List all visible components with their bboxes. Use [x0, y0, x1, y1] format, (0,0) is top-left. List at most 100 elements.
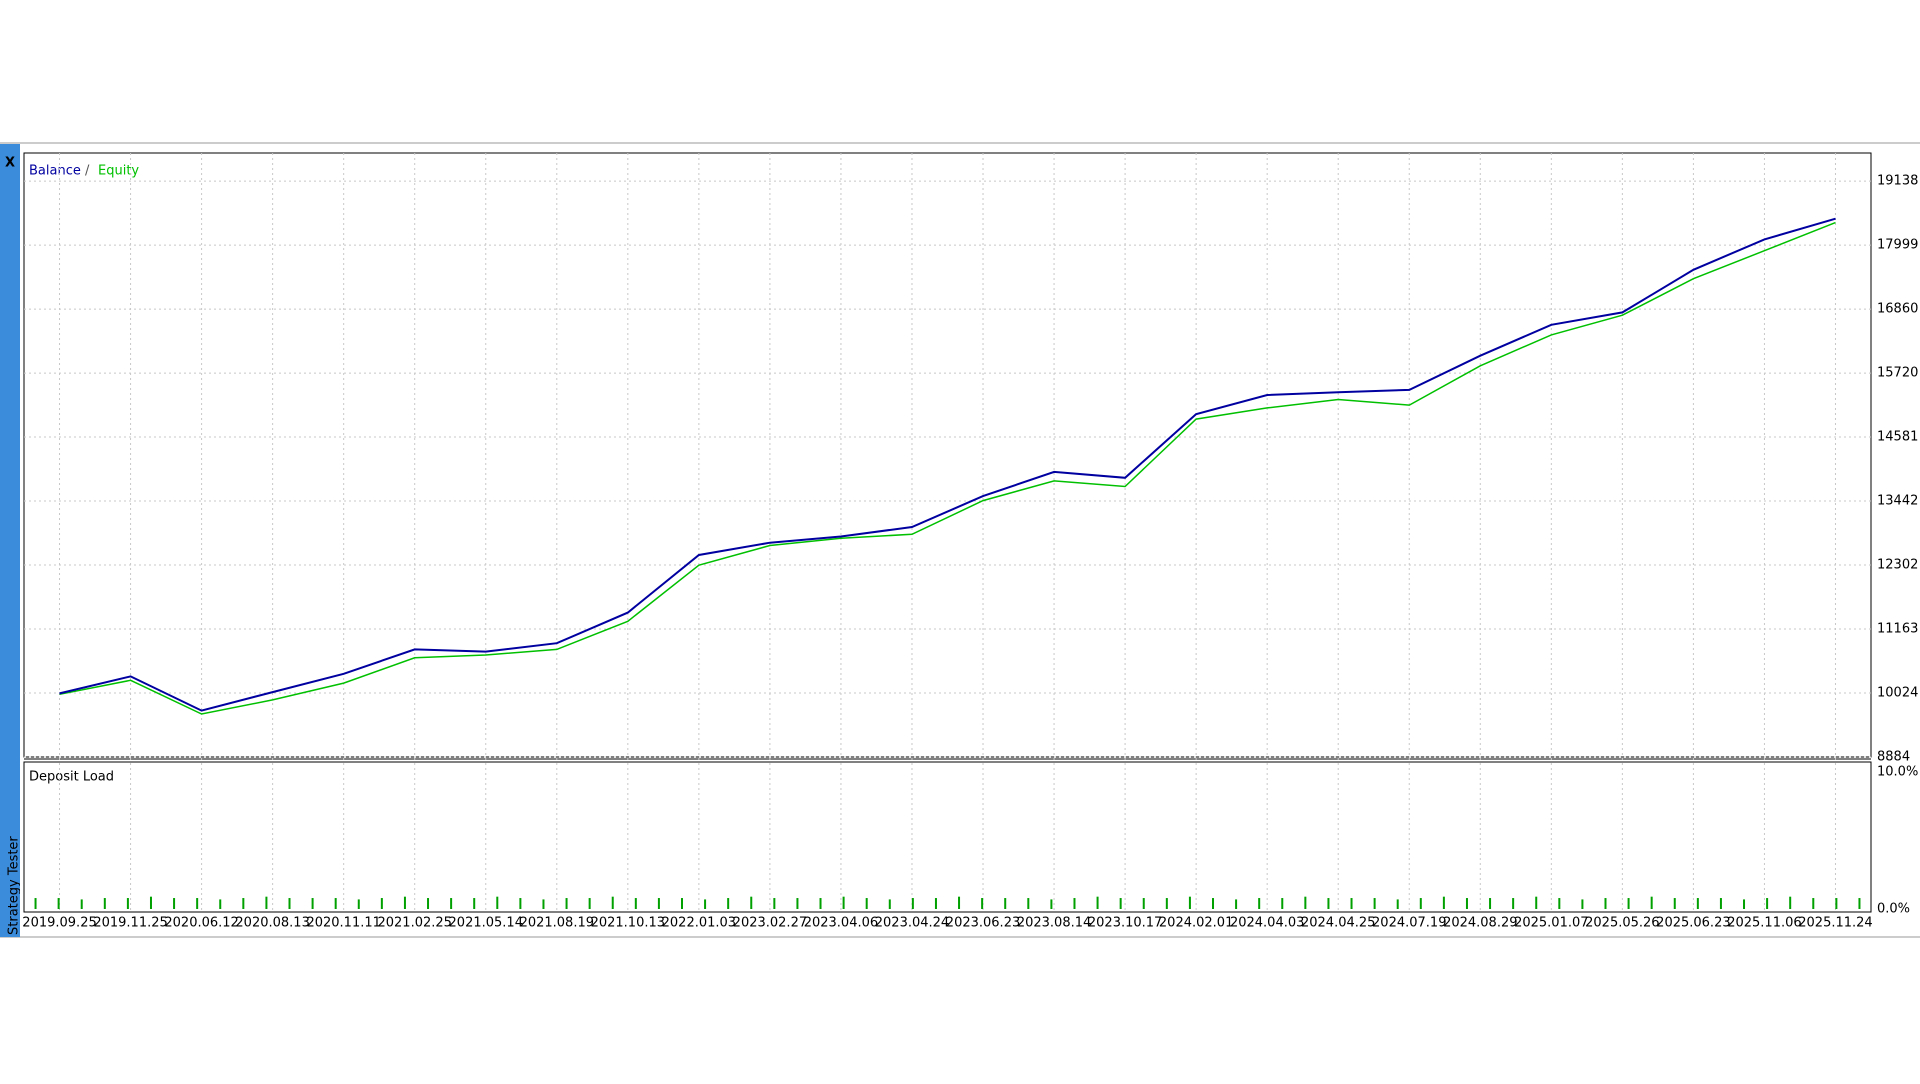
- load-panel: [23, 761, 1872, 913]
- bar: [1304, 896, 1307, 909]
- bar: [1696, 898, 1699, 909]
- bar: [1396, 899, 1399, 909]
- bar: [103, 898, 106, 909]
- x-tick-label: 2024.04.25: [1301, 916, 1375, 931]
- bar: [542, 899, 545, 909]
- y-tick-label: 16860: [1877, 302, 1918, 317]
- bar: [1627, 898, 1630, 909]
- x-tick-label: 2025.11.24: [1798, 916, 1872, 931]
- x-tick-label: 2023.10.17: [1088, 916, 1162, 931]
- bar: [958, 896, 961, 909]
- bar: [334, 898, 337, 909]
- bar: [1350, 898, 1353, 909]
- x-tick-label: 2021.02.25: [377, 916, 451, 931]
- bar: [496, 896, 499, 909]
- bar: [1419, 898, 1422, 909]
- bar: [1073, 898, 1076, 909]
- x-tick-label: 2024.07.19: [1372, 916, 1446, 931]
- x-tick-label: 2023.06.23: [946, 916, 1020, 931]
- bar: [842, 896, 845, 909]
- bar: [1858, 898, 1861, 909]
- legend-equity: Equity: [98, 164, 139, 179]
- side-tab-label[interactable]: Strategy Tester: [7, 836, 22, 935]
- bar: [219, 899, 222, 909]
- bar: [1719, 898, 1722, 909]
- bar: [1373, 898, 1376, 909]
- y-tick-label: 8884: [1877, 750, 1910, 765]
- x-tick-label: 2025.06.23: [1656, 916, 1730, 931]
- x-tick-label: 2020.11.11: [306, 916, 380, 931]
- x-tick-label: 2022.01.03: [662, 916, 736, 931]
- bar: [1235, 899, 1238, 909]
- bar: [888, 899, 891, 909]
- x-tick-label: 2024.04.03: [1230, 916, 1304, 931]
- bar: [865, 898, 868, 909]
- bar: [819, 898, 822, 909]
- bar: [773, 898, 776, 909]
- bar: [427, 898, 430, 909]
- bar: [911, 898, 914, 909]
- x-tick-label: 2020.08.13: [235, 916, 309, 931]
- bar: [265, 896, 268, 909]
- bar: [1558, 898, 1561, 909]
- bar: [242, 898, 245, 909]
- bar: [173, 898, 176, 909]
- bar: [311, 898, 314, 909]
- bar: [1212, 898, 1215, 909]
- bar: [750, 896, 753, 909]
- bar: [450, 898, 453, 909]
- bar: [981, 898, 984, 909]
- bar: [357, 899, 360, 909]
- bar: [1327, 898, 1330, 909]
- bar: [657, 898, 660, 909]
- bar: [1812, 898, 1815, 909]
- bar: [126, 898, 129, 909]
- bar: [1165, 898, 1168, 909]
- bar: [680, 898, 683, 909]
- bar: [1442, 896, 1445, 909]
- x-tick-label: 2025.11.06: [1727, 916, 1801, 931]
- bar: [34, 898, 37, 909]
- y-tick-label: 10024: [1877, 685, 1918, 700]
- bar: [1604, 898, 1607, 909]
- bar: [611, 896, 614, 909]
- bar: [1650, 896, 1653, 909]
- bar: [1835, 898, 1838, 909]
- bar: [1004, 898, 1007, 909]
- bar: [1489, 898, 1492, 909]
- bar: [473, 898, 476, 909]
- series-line: [59, 217, 1836, 712]
- x-tick-label: 2025.01.07: [1514, 916, 1588, 931]
- x-tick-label: 2023.08.14: [1017, 916, 1091, 931]
- y-tick-label: 10.0%: [1877, 765, 1918, 780]
- bar: [1027, 898, 1030, 909]
- bar: [727, 898, 730, 909]
- x-tick-label: 2023.02.27: [733, 916, 807, 931]
- x-tick-label: 2023.04.24: [875, 916, 949, 931]
- close-button[interactable]: X: [5, 156, 15, 171]
- x-tick-label: 2024.02.01: [1159, 916, 1233, 931]
- bar: [704, 899, 707, 909]
- bar: [1766, 898, 1769, 909]
- y-tick-label: 13442: [1877, 494, 1918, 509]
- x-tick-label: 2019.09.25: [22, 916, 96, 931]
- bar: [1581, 899, 1584, 909]
- x-tick-label: 2021.05.14: [449, 916, 523, 931]
- bar: [1188, 896, 1191, 909]
- legend-balance: Balance: [29, 164, 81, 179]
- x-tick-label: 2023.04.06: [804, 916, 878, 931]
- y-tick-label: 17999: [1877, 238, 1918, 253]
- bar: [380, 898, 383, 909]
- bar: [1512, 898, 1515, 909]
- bar: [1743, 899, 1746, 909]
- bar: [796, 898, 799, 909]
- bar: [1096, 896, 1099, 909]
- y-tick-label: 14581: [1877, 430, 1918, 445]
- y-tick-label: 12302: [1877, 558, 1918, 573]
- legend: Balance / Equity: [29, 164, 139, 179]
- main-panel: [23, 152, 1872, 758]
- bar: [149, 896, 152, 909]
- bar: [1258, 898, 1261, 909]
- bar: [1673, 898, 1676, 909]
